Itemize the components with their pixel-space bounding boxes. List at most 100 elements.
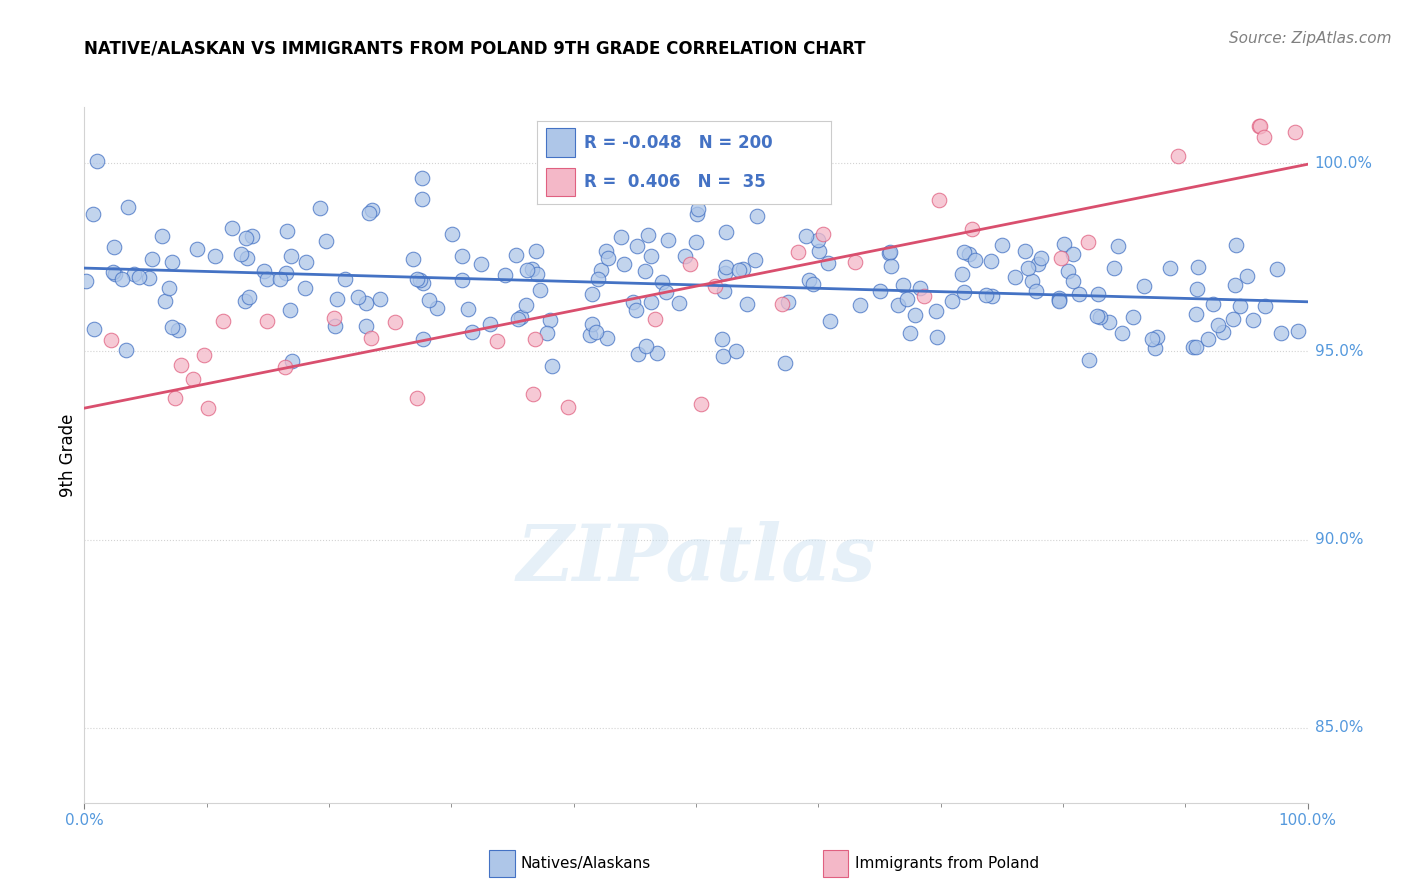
Point [1031,252,1053,266]
Point [1098,315,1121,329]
Point [323,319,346,334]
Point [211,314,233,328]
Point [1236,269,1258,284]
Point [589,263,612,277]
Point [673,249,696,263]
Point [315,235,337,249]
Point [520,262,543,277]
Point [679,257,702,271]
Point [1202,297,1225,311]
Point [529,283,551,297]
Text: 100.0%: 100.0% [1315,156,1372,171]
Point [811,227,834,241]
Point [229,247,252,261]
Point [796,228,818,243]
Point [1014,244,1036,259]
Point [621,295,644,310]
Point [1167,149,1189,163]
Point [522,387,544,401]
Point [153,294,176,309]
Point [86,154,108,169]
Point [609,229,631,244]
Point [703,279,725,293]
Point [1021,274,1043,288]
Point [506,312,529,326]
Point [980,254,1002,268]
Point [1212,325,1234,339]
Point [354,296,377,310]
Point [908,281,931,295]
Point [411,170,433,185]
Point [505,248,527,262]
Point [744,253,766,268]
Point [1056,264,1078,278]
Point [1241,313,1264,327]
Point [1182,340,1205,354]
Point [516,263,538,277]
Point [879,259,901,273]
Point [150,228,173,243]
Point [470,257,492,271]
Point [280,353,302,368]
Point [1087,287,1109,301]
Point [361,203,384,218]
Point [165,391,187,405]
Point [274,360,297,375]
Point [1253,129,1275,144]
Point [844,255,866,269]
Point [896,292,918,306]
Point [596,331,619,345]
Point [637,227,659,242]
Point [1288,324,1310,338]
Point [904,309,927,323]
Point [1229,299,1251,313]
Point [240,229,263,244]
Point [991,238,1014,252]
Point [887,297,910,311]
Point [347,290,370,304]
Point [409,273,432,287]
Point [1090,310,1112,324]
Point [716,225,738,239]
Point [181,372,204,386]
Point [536,326,558,341]
Point [354,318,377,333]
Point [236,252,259,266]
Point [1249,119,1271,133]
Point [770,297,793,311]
Point [1047,291,1070,305]
Point [323,311,346,326]
Point [308,201,330,215]
Point [980,289,1002,303]
Point [1225,237,1247,252]
Point [640,249,662,263]
Point [1004,270,1026,285]
Point [657,233,679,247]
Point [588,272,610,286]
Point [256,272,278,286]
Point [162,320,184,334]
Point [1247,119,1270,133]
Point [186,242,208,256]
Point [688,202,710,217]
Point [713,266,735,280]
Point [451,249,474,263]
Point [578,328,600,343]
Point [160,255,183,269]
Point [510,310,533,324]
Point [274,266,297,280]
Point [613,256,636,270]
Point [166,322,188,336]
Point [581,317,603,331]
Point [668,296,690,310]
Point [141,252,163,266]
Point [1185,282,1208,296]
Point [925,304,948,318]
Point [1050,251,1073,265]
Point [526,268,548,282]
Point [776,295,799,310]
Point [898,326,921,341]
Point [110,271,132,285]
Text: Immigrants from Poland: Immigrants from Poland [855,856,1039,871]
Point [412,332,434,346]
